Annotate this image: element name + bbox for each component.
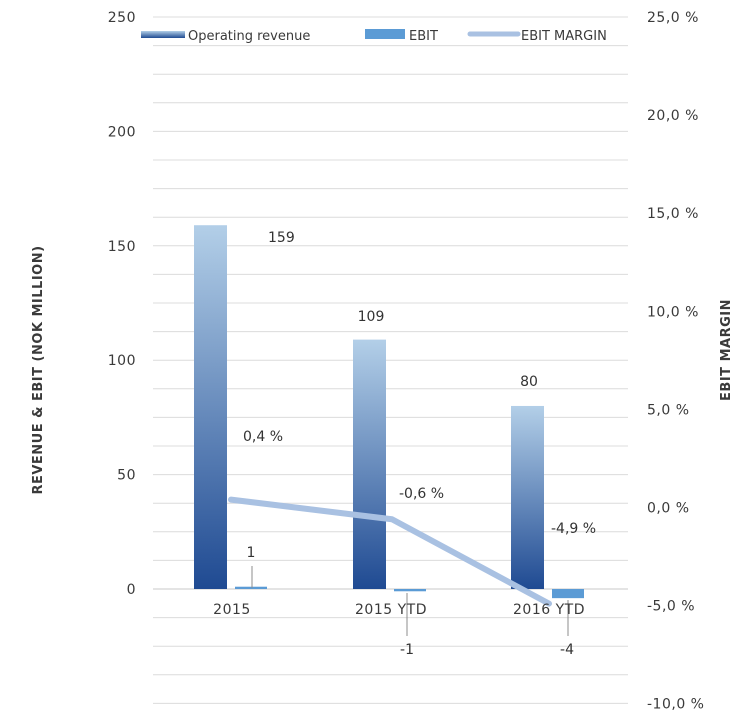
revenue-data-label: 109	[358, 309, 385, 325]
ebit-data-label: -4	[560, 642, 574, 658]
ebit-margin-data-label: 0,4 %	[243, 429, 283, 445]
left-tick-label: 50	[117, 468, 136, 484]
ebit-bar	[552, 589, 584, 599]
ebit-data-label: 1	[247, 545, 256, 561]
revenue-data-label: 80	[520, 374, 538, 390]
left-tick-label: 150	[108, 239, 136, 255]
legend-swatch-operating-revenue	[141, 31, 185, 38]
ebit-margin-point	[548, 603, 550, 605]
right-axis-title: EBIT MARGIN	[719, 299, 734, 401]
left-tick-label: 250	[108, 10, 136, 26]
right-tick-label: 20,0 %	[647, 108, 699, 124]
ebit-margin-point	[391, 518, 393, 520]
revenue-bar	[511, 405, 544, 589]
right-tick-label: 15,0 %	[647, 206, 699, 222]
legend-label-operating-revenue: Operating revenue	[188, 29, 310, 44]
category-label: 2016 YTD	[513, 602, 585, 618]
ebit-bar	[235, 586, 267, 589]
revenue-bar	[194, 225, 227, 589]
bars	[194, 225, 584, 599]
left-tick-label: 200	[108, 124, 136, 140]
legend-label-ebit-margin: EBIT MARGIN	[521, 29, 607, 44]
legend-swatch-ebit	[365, 29, 405, 39]
right-tick-label: 25,0 %	[647, 10, 699, 26]
ebit-margin-data-label: -4,9 %	[551, 521, 596, 537]
revenue-bar	[353, 339, 386, 589]
gridlines	[153, 16, 628, 704]
ebit-margin-data-label: -0,6 %	[399, 486, 444, 502]
ebit-data-label: -1	[400, 642, 414, 658]
category-label: 2015 YTD	[355, 602, 427, 618]
label-leaders	[251, 566, 569, 636]
right-tick-label: -5,0 %	[647, 599, 695, 615]
ebit-margin-line	[228, 496, 552, 607]
left-tick-label: 0	[127, 582, 136, 598]
category-label: 2015	[213, 602, 251, 618]
right-tick-label: -10,0 %	[647, 697, 704, 713]
ebit-bar	[394, 589, 426, 592]
legend-label-ebit: EBIT	[409, 29, 438, 44]
left-tick-label: 100	[108, 353, 136, 369]
legend: Operating revenue EBIT EBIT MARGIN	[141, 29, 607, 44]
right-tick-label: 10,0 %	[647, 304, 699, 320]
ebit-margin-point	[230, 499, 232, 501]
revenue-data-label: 159	[268, 230, 295, 246]
left-axis-title: REVENUE & EBIT (NOK MILLION)	[31, 245, 46, 494]
right-tick-label: 5,0 %	[647, 402, 690, 418]
margin-line-layer	[228, 496, 552, 607]
right-tick-label: 0,0 %	[647, 501, 690, 517]
